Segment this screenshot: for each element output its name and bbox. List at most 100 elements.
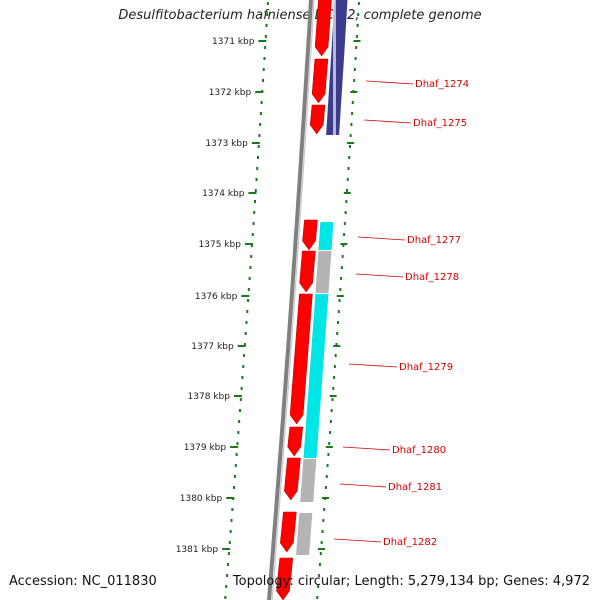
kbp-label: 1374 kbp <box>202 189 245 199</box>
scale-dot-left <box>251 233 254 236</box>
scale-dot-right <box>340 266 343 269</box>
cds-arrow <box>309 104 326 135</box>
cds-arrow <box>311 58 329 104</box>
scale-dot-left <box>262 79 265 82</box>
kbp-tick-right <box>340 243 348 245</box>
scale-dot-right <box>351 112 354 115</box>
cds-arrow <box>280 511 297 553</box>
scale-dot-left <box>231 508 234 511</box>
scale-dot-right <box>320 541 323 544</box>
scale-dot-left <box>243 354 246 357</box>
scale-dot-right <box>329 431 332 434</box>
scale-dot-right <box>353 68 356 71</box>
scale-dot-left <box>264 46 267 49</box>
scale-dot-right <box>346 189 349 192</box>
scale-dot-left <box>235 453 238 456</box>
scale-dot-left <box>259 123 262 126</box>
scale-dot-left <box>243 343 246 346</box>
gene-leader-line <box>339 483 387 488</box>
scale-dot-right <box>331 398 334 401</box>
scale-dot-left <box>237 431 240 434</box>
scale-dot-left <box>240 387 243 390</box>
gene-label: Dhaf_1275 <box>413 118 467 129</box>
scale-dot-right <box>334 354 337 357</box>
scale-dot-left <box>242 365 245 368</box>
kbp-tick <box>244 243 253 245</box>
kbp-label: 1381 kbp <box>176 545 219 555</box>
kbp-tick-right <box>333 345 341 347</box>
scale-dot-left <box>236 442 239 445</box>
gene-leader-line <box>363 119 412 124</box>
gene-label: Dhaf_1280 <box>392 445 446 456</box>
scale-dot-right <box>343 233 346 236</box>
cds-arrow <box>289 293 313 425</box>
kbp-tick-right <box>353 40 361 42</box>
scale-dot-right <box>348 156 351 159</box>
scale-dot-left <box>259 112 262 115</box>
scale-dot-left <box>262 68 265 71</box>
cds-arrow <box>284 457 301 501</box>
kbp-tick <box>230 446 239 448</box>
scale-dot-right <box>346 178 349 181</box>
kbp-tick <box>255 91 264 93</box>
scale-dot-right <box>341 255 344 258</box>
kbp-tick-right <box>318 548 326 550</box>
scale-dot-left <box>226 563 229 566</box>
scale-dot-right <box>357 2 360 5</box>
scale-dot-left <box>249 266 252 269</box>
kbp-tick <box>226 497 235 499</box>
topology-label: Topology: circular; Length: 5,279,134 bp… <box>232 574 590 589</box>
map-title: Desulfitobacterium hafniense DCB-2, comp… <box>118 8 482 23</box>
scale-dot-right <box>340 277 343 280</box>
scale-dot-right <box>321 530 324 533</box>
kbp-tick <box>237 345 246 347</box>
scale-dot-right <box>323 508 326 511</box>
scale-dot-right <box>351 101 354 104</box>
scale-dot-left <box>229 530 232 533</box>
cds-arrow <box>302 219 318 251</box>
scale-dot-left <box>263 57 266 60</box>
kbp-tick <box>233 395 242 397</box>
scale-dot-left <box>265 24 268 27</box>
scale-dot-right <box>345 200 348 203</box>
feature-bar-cyan <box>303 294 329 458</box>
scale-dot-right <box>355 35 358 38</box>
scale-dot-left <box>253 211 256 214</box>
scale-dot-right <box>348 145 351 148</box>
kbp-label: 1372 kbp <box>209 88 252 98</box>
gene-leader-line <box>333 538 382 543</box>
scale-dot-right <box>328 442 331 445</box>
feature-bar-gray <box>300 459 317 502</box>
scale-dot-left <box>250 255 253 258</box>
cds-arrow <box>299 250 316 293</box>
scale-dot-left <box>227 552 230 555</box>
scale-dot-right <box>342 244 345 247</box>
kbp-tick-right <box>343 192 351 194</box>
gene-label: Dhaf_1281 <box>388 482 442 493</box>
scale-dot-right <box>325 475 328 478</box>
scale-dot-left <box>250 244 253 247</box>
scale-dot-left <box>256 156 259 159</box>
scale-dot-right <box>318 563 321 566</box>
gene-leader-line <box>365 80 414 85</box>
genome-backbone-highlight <box>271 0 315 600</box>
kbp-tick-right <box>347 142 355 144</box>
scale-dot-left <box>246 310 249 313</box>
scale-dot-right <box>333 376 336 379</box>
scale-dot-left <box>228 541 231 544</box>
gene-leader-line <box>348 363 398 368</box>
kbp-label: 1375 kbp <box>199 240 242 250</box>
scale-dot-right <box>324 486 327 489</box>
scale-dot-left <box>255 178 258 181</box>
scale-dot-left <box>264 35 267 38</box>
gene-label: Dhaf_1282 <box>383 537 437 548</box>
scale-dot-left <box>248 277 251 280</box>
scale-dot-left <box>252 222 255 225</box>
scale-dot-left <box>247 299 250 302</box>
scale-dot-left <box>238 409 241 412</box>
scale-dot-right <box>337 310 340 313</box>
kbp-tick <box>251 142 260 144</box>
gene-label: Dhaf_1279 <box>399 362 453 373</box>
kbp-label: 1373 kbp <box>205 139 248 149</box>
